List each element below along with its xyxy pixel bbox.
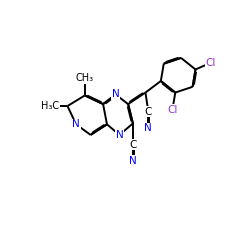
Text: N: N xyxy=(144,123,152,133)
Text: C: C xyxy=(145,107,152,117)
Text: N: N xyxy=(112,90,120,100)
Text: N: N xyxy=(116,130,123,140)
Text: N: N xyxy=(72,119,80,129)
Text: CH₃: CH₃ xyxy=(76,73,94,83)
Text: C: C xyxy=(129,140,136,149)
Text: H₃C: H₃C xyxy=(41,101,59,111)
Text: Cl: Cl xyxy=(206,58,216,68)
Text: Cl: Cl xyxy=(167,105,177,115)
Text: N: N xyxy=(129,156,137,166)
